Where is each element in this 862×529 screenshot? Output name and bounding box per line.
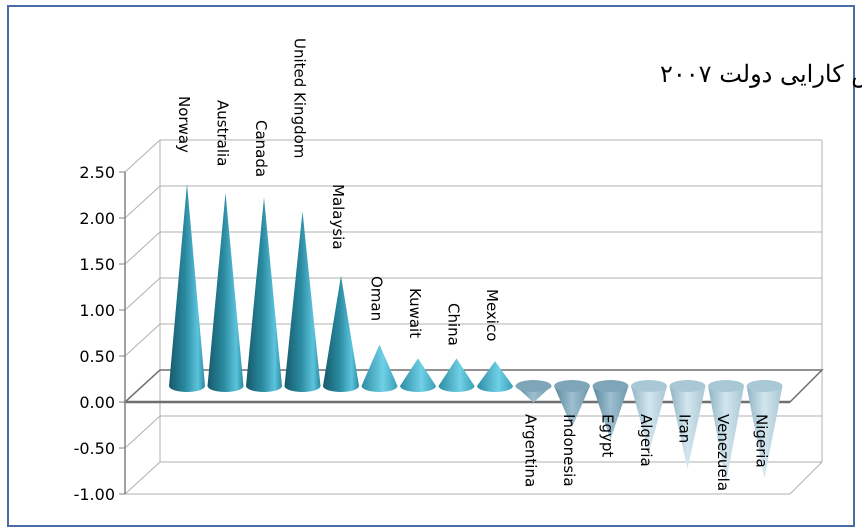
category-label: Canada bbox=[252, 120, 270, 177]
cone-body bbox=[708, 386, 744, 483]
cone-body bbox=[361, 344, 398, 392]
category-label: Nigeria bbox=[753, 414, 771, 468]
cone-base bbox=[669, 380, 706, 392]
chart-frame bbox=[7, 5, 855, 527]
category-labels: Norway Australia Canada United Kingdom Malay… bbox=[175, 38, 771, 491]
cone-mark bbox=[631, 380, 667, 453]
cone-mark bbox=[554, 380, 590, 428]
gridline-side bbox=[124, 139, 161, 173]
cone-body bbox=[438, 358, 475, 392]
cone-mark bbox=[708, 380, 744, 483]
gridline-side bbox=[124, 185, 161, 219]
cones bbox=[169, 183, 783, 483]
category-label: China bbox=[445, 303, 463, 346]
cone-body bbox=[592, 386, 629, 440]
cone-mark bbox=[746, 380, 783, 478]
y-tick-label: 0.50 bbox=[79, 347, 115, 366]
gridline-side bbox=[124, 277, 161, 311]
cone-base bbox=[592, 380, 629, 392]
y-tick-label: 2.00 bbox=[79, 209, 115, 228]
floor-edge bbox=[789, 461, 823, 495]
y-tick-label: 1.50 bbox=[79, 255, 115, 274]
cone-base bbox=[708, 380, 744, 392]
cone-body bbox=[400, 358, 436, 392]
cone-base bbox=[554, 380, 590, 392]
cone-body bbox=[169, 183, 205, 392]
y-tick-label: 0.00 bbox=[79, 393, 115, 412]
cone-base bbox=[746, 380, 783, 392]
cone-mark bbox=[515, 380, 552, 403]
cone-mark bbox=[207, 192, 244, 392]
y-tick-label: 2.50 bbox=[79, 163, 115, 182]
y-tick-label: 1.00 bbox=[79, 301, 115, 320]
category-label: United Kingdom bbox=[291, 38, 309, 158]
category-label: Algeria bbox=[637, 414, 655, 467]
gridline-side bbox=[124, 415, 161, 449]
cone-mark bbox=[284, 211, 321, 392]
chart-title: شاخص کارایی دولت ۲۰۰۷ bbox=[660, 60, 862, 88]
cone-base bbox=[631, 380, 667, 392]
y-tick-label: -1.00 bbox=[74, 485, 115, 504]
cone-body bbox=[746, 386, 783, 478]
cone-body bbox=[554, 386, 590, 428]
category-label: Kuwait bbox=[406, 288, 424, 338]
cone-body bbox=[207, 192, 244, 392]
cone-mark bbox=[592, 380, 629, 440]
category-label: Indonesia bbox=[560, 414, 578, 487]
cone-mark bbox=[361, 344, 398, 392]
cone-mark bbox=[669, 380, 706, 469]
cone-mark bbox=[400, 358, 436, 392]
category-label: Norway bbox=[175, 96, 193, 153]
cone-body bbox=[669, 386, 706, 469]
category-label: Oman bbox=[368, 276, 386, 321]
cone-mark bbox=[323, 275, 359, 392]
cone-body bbox=[284, 211, 321, 392]
category-label: Iran bbox=[676, 414, 694, 443]
cone-mark bbox=[477, 361, 513, 392]
cone-body bbox=[631, 386, 667, 453]
cone-mark bbox=[438, 358, 475, 392]
category-label: Argentina bbox=[522, 414, 540, 487]
gridline-side bbox=[124, 323, 161, 357]
cone-body bbox=[477, 361, 513, 392]
cone-body bbox=[246, 197, 282, 392]
y-axis: -1.00 -0.50 0.00 0.50 1.00 1.50 2.00 2.50 bbox=[74, 163, 126, 504]
cone-mark bbox=[169, 183, 205, 392]
category-label: Australia bbox=[214, 100, 232, 166]
y-tick-label: -0.50 bbox=[74, 439, 115, 458]
category-label: Mexico bbox=[483, 289, 501, 341]
category-label: Egypt bbox=[599, 414, 617, 457]
cone-base bbox=[515, 380, 552, 392]
category-label: Malaysia bbox=[329, 184, 347, 250]
gridline-side bbox=[124, 231, 161, 265]
cone-body bbox=[323, 275, 359, 392]
category-label: Venezuela bbox=[714, 414, 732, 491]
cone-mark bbox=[246, 197, 282, 392]
gridline-side bbox=[124, 461, 161, 495]
